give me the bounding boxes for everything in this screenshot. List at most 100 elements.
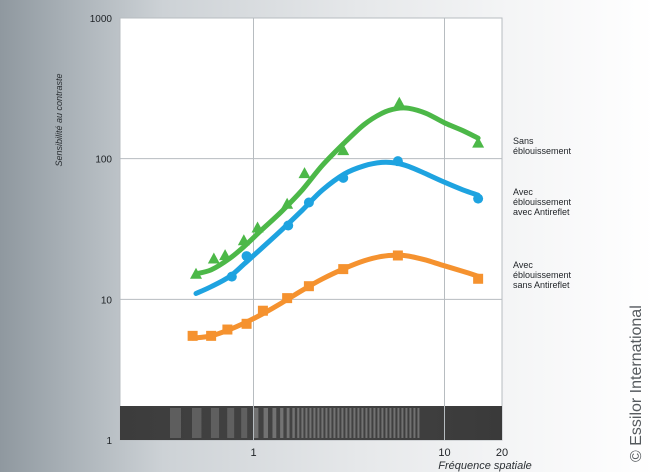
y-tick-label: 1000 (90, 14, 113, 25)
legend-line: éblouissement (513, 197, 572, 207)
grating-bar (321, 408, 324, 438)
tick-labels: 1 10 100 1000 1 10 20 (90, 14, 508, 459)
grating-bar (280, 408, 284, 438)
data-point-square (473, 273, 484, 284)
legend-entry: Avec éblouissement avec Antireflet (513, 187, 572, 217)
grating-bar (253, 408, 259, 438)
legend-line: Avec (513, 187, 533, 197)
y-tick-label: 100 (95, 155, 112, 166)
grating-bar (192, 408, 202, 438)
grating-bar (263, 408, 269, 438)
x-axis-label: Fréquence spatiale (438, 460, 532, 472)
data-point-circle (226, 271, 237, 282)
grating-bar (373, 408, 376, 438)
data-point-triangle (190, 267, 203, 279)
grating-bar (292, 408, 295, 438)
x-tick-label: 10 (438, 447, 450, 459)
legend-entry: Sans éblouissement (513, 136, 572, 156)
data-point-square (282, 293, 293, 304)
data-point-triangle (237, 234, 250, 246)
data-point-circle (392, 156, 403, 167)
grating-bar (381, 408, 384, 438)
series-line (193, 105, 481, 277)
grating-bar (297, 408, 300, 438)
grating-bar (301, 408, 304, 438)
grating-bar (337, 408, 340, 438)
grating-bar (365, 408, 368, 438)
data-point-circle (473, 193, 484, 204)
y-tick-label: 10 (101, 295, 113, 306)
grating-bar (361, 408, 364, 438)
data-point-circle (338, 172, 349, 183)
series-0 (190, 96, 485, 279)
grating-bar (286, 408, 290, 438)
grating-bar (409, 408, 412, 438)
data-point-square (303, 281, 314, 292)
legend-line: Avec (513, 260, 533, 270)
data-point-square (338, 264, 349, 275)
grating-bar (389, 408, 392, 438)
grating-bar (210, 408, 220, 438)
series-2 (187, 250, 484, 341)
legend-line: Sans (513, 136, 534, 146)
grating-bar (397, 408, 400, 438)
legend-line: éblouissement (513, 270, 572, 280)
grating-bar (377, 408, 380, 438)
grating-bar (353, 408, 356, 438)
data-point-square (392, 250, 403, 261)
grating-bar (405, 408, 408, 438)
grating-bar (309, 408, 312, 438)
grating-bar (401, 408, 404, 438)
data-point-square (222, 324, 233, 335)
data-point-triangle (393, 96, 406, 108)
grating-bar (272, 408, 277, 438)
grating-bar (227, 408, 235, 438)
data-point-square (257, 305, 268, 316)
grating-bar (413, 408, 416, 438)
data-point-triangle (219, 249, 232, 261)
grating-bar (385, 408, 388, 438)
grating-bars (170, 408, 420, 438)
y-tick-label: 1 (106, 436, 112, 447)
grating-bar (325, 408, 328, 438)
x-tick-label: 20 (496, 447, 508, 459)
data-point-circle (283, 220, 294, 231)
data-point-square (187, 330, 198, 341)
y-axis-label: Sensibilité au contraste (54, 73, 64, 166)
series-1 (193, 156, 484, 296)
grating-bar (170, 408, 181, 438)
grating-bar (241, 408, 248, 438)
data-point-triangle (472, 136, 485, 148)
data-point-triangle (281, 197, 294, 209)
grating-bar (341, 408, 344, 438)
grating-bar (417, 408, 420, 438)
copyright-watermark: © Essilor International (628, 305, 645, 462)
grating-bar (369, 408, 372, 438)
data-point-triangle (251, 221, 264, 233)
grating-bar (305, 408, 308, 438)
grating-bar (313, 408, 316, 438)
grating-bar (357, 408, 360, 438)
data-point-circle (303, 197, 314, 208)
grating-bar (333, 408, 336, 438)
data-point-square (241, 318, 252, 329)
grating-bar (349, 408, 352, 438)
legend-entry: Avec éblouissement sans Antireflet (513, 260, 572, 290)
grating-bar (317, 408, 320, 438)
grating-bar (393, 408, 396, 438)
legend-line: sans Antireflet (513, 280, 570, 290)
data-point-circle (241, 251, 252, 262)
grating-bar (345, 408, 348, 438)
plot-area (119, 17, 503, 441)
data-point-square (206, 330, 217, 341)
data-point-triangle (337, 144, 350, 156)
x-tick-label: 1 (250, 447, 256, 459)
grating-bar (329, 408, 332, 438)
data-point-triangle (207, 252, 220, 264)
legend-line: éblouissement (513, 146, 572, 156)
data-point-triangle (298, 167, 311, 179)
series-layer (187, 96, 485, 341)
legend-line: avec Antireflet (513, 207, 570, 217)
